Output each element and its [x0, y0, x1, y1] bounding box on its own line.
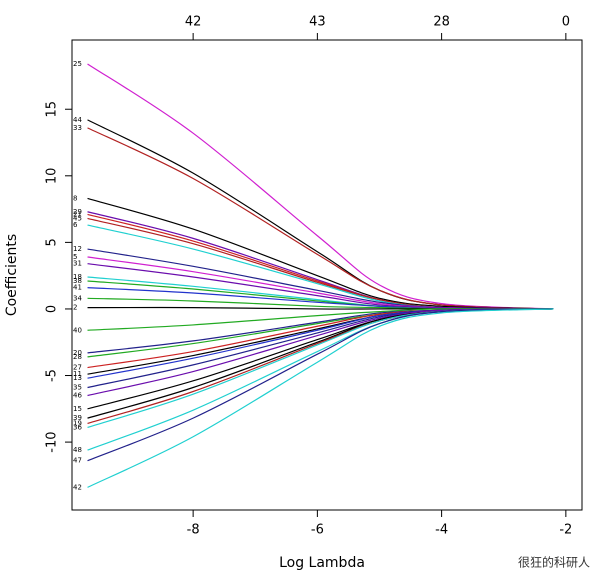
coef-path: [87, 63, 554, 310]
x-tick-label: -2: [559, 523, 572, 538]
path-label: 11: [73, 370, 82, 378]
x-tick-label: -8: [187, 523, 200, 538]
coef-path: [87, 308, 554, 397]
path-label: 27: [73, 364, 82, 372]
path-label: 19: [73, 419, 82, 427]
x-axis-title: Log Lambda: [279, 555, 365, 571]
y-axis-title: Coefficients: [4, 234, 20, 316]
top-tick-label: 43: [309, 15, 326, 30]
y-tick-label: -5: [45, 369, 60, 382]
path-label: 42: [73, 483, 82, 491]
coef-path: [87, 197, 554, 310]
y-tick-label: 10: [44, 168, 59, 185]
path-label: 6: [73, 221, 78, 229]
top-tick-label: 28: [433, 15, 450, 30]
path-label: 25: [73, 60, 82, 68]
path-label: 47: [73, 457, 82, 465]
coef-path: [87, 308, 554, 488]
plot-frame: [71, 39, 583, 511]
coef-path: [87, 308, 554, 331]
path-label: 18: [73, 273, 82, 281]
coef-path: [87, 308, 554, 410]
path-label: 46: [73, 391, 82, 399]
path-label: 40: [73, 326, 82, 334]
path-label: 5: [73, 253, 77, 261]
path-label: 31: [73, 260, 82, 268]
path-label: 35: [73, 384, 82, 392]
path-label: 12: [73, 245, 82, 253]
top-tick-label: 0: [562, 15, 570, 30]
top-tick-label: 42: [185, 15, 202, 30]
x-tick-label: -4: [435, 523, 448, 538]
coef-path: [87, 263, 554, 310]
y-tick-label: 5: [45, 238, 60, 246]
path-label: 28: [73, 353, 82, 361]
y-tick-label: 15: [45, 101, 60, 118]
path-label: 36: [73, 423, 82, 431]
path-label: 20: [73, 349, 82, 357]
path-label: 45: [73, 214, 82, 222]
path-label: 29: [73, 208, 82, 216]
path-label: 38: [73, 277, 82, 285]
watermark: 很狂的科研人: [518, 555, 590, 570]
y-tick-label: -10: [45, 431, 60, 452]
path-label: 48: [73, 446, 82, 454]
path-label: 15: [73, 405, 82, 413]
path-label: 2: [73, 304, 77, 312]
path-label: 8: [73, 194, 77, 202]
x-tick-label: -6: [311, 523, 324, 538]
y-tick-label: 0: [45, 305, 60, 313]
coef-path: [87, 280, 554, 310]
coef-path: [87, 127, 554, 310]
path-label: 41: [73, 284, 82, 292]
path-label: 21: [73, 210, 82, 218]
path-label: 33: [73, 124, 82, 132]
path-label: 34: [73, 294, 82, 302]
path-label: 13: [73, 374, 82, 382]
path-label: 39: [73, 414, 82, 422]
path-label: 44: [73, 116, 82, 124]
coef-path: [87, 308, 554, 462]
